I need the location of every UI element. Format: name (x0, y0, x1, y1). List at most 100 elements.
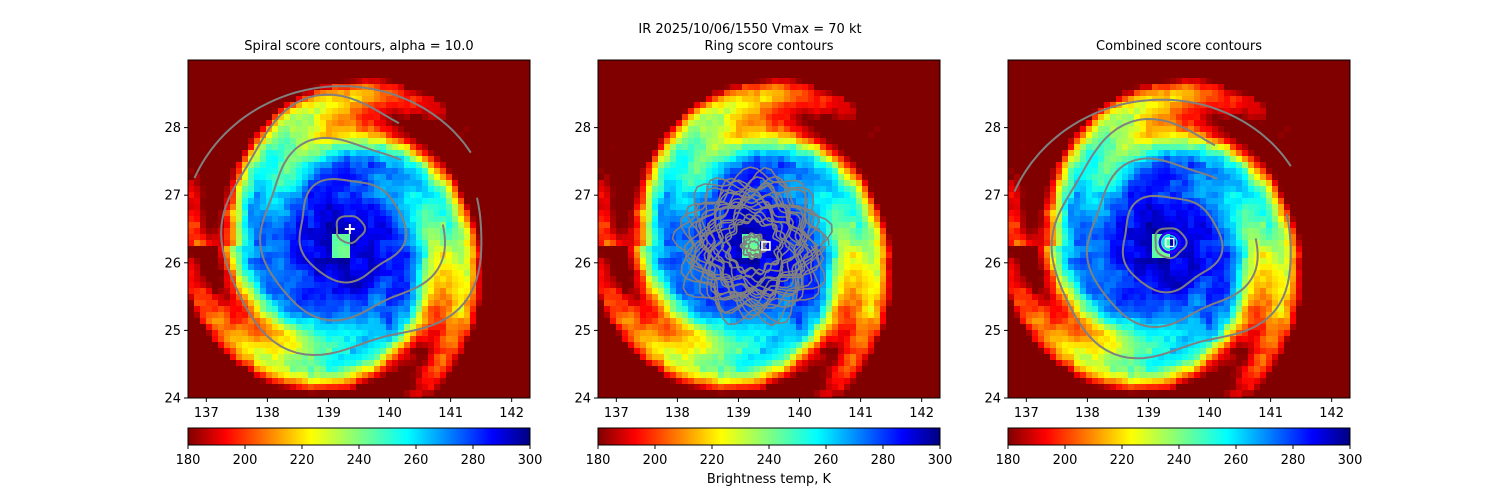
y-tick-label: 27 (984, 189, 1001, 204)
y-tick-label: 26 (984, 256, 1001, 271)
colorbar-gradient (187, 427, 531, 446)
panel-3: 137 138 139 140 141 142 24 25 26 27 28 (984, 59, 1351, 421)
x-tick-label: 140 (1197, 406, 1222, 421)
contour-line (259, 136, 447, 322)
brightness-temp-heatmap (598, 60, 940, 398)
contour-line (712, 206, 796, 290)
x-tick-label: 141 (438, 406, 463, 421)
contour-line (1013, 98, 1292, 193)
y-tick-label: 25 (984, 324, 1001, 339)
x-tick-label: 140 (787, 406, 812, 421)
colorbar-3: 180 200 220 240 260 280 300 (996, 427, 1363, 468)
colorbar-tick-label: 260 (1224, 453, 1249, 468)
contour-line (720, 213, 786, 279)
contour-line (706, 200, 804, 296)
contour-line (716, 211, 791, 284)
spiral_contours (193, 85, 483, 357)
contour-line (695, 184, 817, 307)
x-tick-label: 138 (1075, 406, 1100, 421)
colorbar-2: 180 200 220 240 260 280 300 (586, 427, 953, 468)
contour-line (743, 235, 765, 257)
colorbar-tick-label: 260 (404, 453, 429, 468)
center-marker (1158, 231, 1182, 254)
axes-frame (597, 59, 941, 399)
colorbar-tick-label: 280 (1281, 453, 1306, 468)
contour-line (741, 232, 768, 260)
panel-2-title: Ring score contours (704, 39, 834, 54)
x-tick-label: 142 (909, 406, 934, 421)
colorbar-tick-label: 240 (347, 453, 372, 468)
colorbar-tick-label: 200 (233, 453, 258, 468)
contour-line (671, 166, 833, 326)
contour-line (709, 203, 797, 288)
y-tick-label: 24 (574, 392, 591, 407)
axes-frame (187, 59, 531, 399)
colorbar-tick-label: 200 (643, 453, 668, 468)
panel-1: 137 138 139 140 141 142 24 25 26 27 28 (164, 59, 531, 421)
y-tick-label: 28 (574, 121, 591, 136)
contour-line (335, 215, 367, 245)
contour-line (1085, 157, 1259, 329)
panels-layer: 137 138 139 140 141 142 24 25 26 27 28 137 138 139 140… (164, 59, 1351, 421)
axes-frame (1007, 59, 1351, 399)
contour-line (683, 179, 821, 320)
y-tick-label: 28 (984, 121, 1001, 136)
x-tick-label: 142 (1319, 406, 1344, 421)
y-tick-label: 24 (164, 392, 181, 407)
center-marker (344, 224, 355, 234)
colorbar-tick-label: 300 (1338, 453, 1363, 468)
contour-line (193, 85, 472, 179)
x-tick-label: 139 (726, 406, 751, 421)
colorbar-tick-label: 240 (1167, 453, 1192, 468)
colorbar-tick-label: 260 (814, 453, 839, 468)
colorbar-label: Brightness temp, K (706, 472, 832, 487)
panel-3-title: Combined score contours (1096, 39, 1262, 54)
contour-line (698, 188, 809, 301)
y-tick-label: 25 (574, 324, 591, 339)
brightness-temp-heatmap (188, 60, 530, 398)
colorbar-tick-label: 180 (176, 453, 201, 468)
colorbar-tick-label: 180 (586, 453, 611, 468)
x-tick-label: 138 (665, 406, 690, 421)
contour-line (725, 216, 782, 275)
contour-line (298, 177, 408, 284)
colorbar-gradient (1007, 427, 1351, 446)
contour-line (739, 232, 768, 261)
y-tick-label: 28 (164, 121, 181, 136)
y-tick-label: 26 (164, 256, 181, 271)
x-tick-label: 141 (1258, 406, 1283, 421)
colorbar-gradient (597, 427, 941, 446)
y-tick-label: 26 (574, 256, 591, 271)
x-tick-label: 142 (499, 406, 524, 421)
contour-line (684, 175, 825, 317)
y-tick-label: 27 (164, 189, 181, 204)
panel-2: 137 138 139 140 141 142 24 25 26 27 28 (574, 59, 941, 421)
contour-line (1121, 194, 1224, 294)
colorbar-tick-label: 220 (700, 453, 725, 468)
x-tick-label: 138 (255, 406, 280, 421)
colorbar-tick-label: 220 (1110, 453, 1135, 468)
colorbar-tick-label: 300 (928, 453, 953, 468)
combined_contours (1013, 98, 1292, 360)
colorbar-tick-label: 300 (518, 453, 543, 468)
contour-line (688, 176, 825, 314)
y-tick-label: 27 (574, 189, 591, 204)
center-marker (761, 241, 771, 251)
ring_contours (671, 166, 833, 327)
panel-1-title: Spiral score contours, alpha = 10.0 (244, 39, 474, 54)
x-tick-label: 137 (604, 406, 629, 421)
x-tick-label: 139 (316, 406, 341, 421)
figure-suptitle: IR 2025/10/06/1550 Vmax = 70 kt (638, 22, 862, 37)
x-tick-label: 137 (1014, 406, 1039, 421)
contour-line (220, 93, 483, 357)
colorbar-tick-label: 220 (290, 453, 315, 468)
colorbar-tick-label: 180 (996, 453, 1021, 468)
y-tick-label: 25 (164, 324, 181, 339)
colorbar-tick-label: 280 (461, 453, 486, 468)
contour-line (747, 239, 761, 252)
y-tick-label: 24 (984, 392, 1001, 407)
colorbar-tick-label: 240 (757, 453, 782, 468)
contour-line (693, 189, 814, 308)
colorbar-tick-label: 200 (1053, 453, 1078, 468)
x-tick-label: 141 (848, 406, 873, 421)
